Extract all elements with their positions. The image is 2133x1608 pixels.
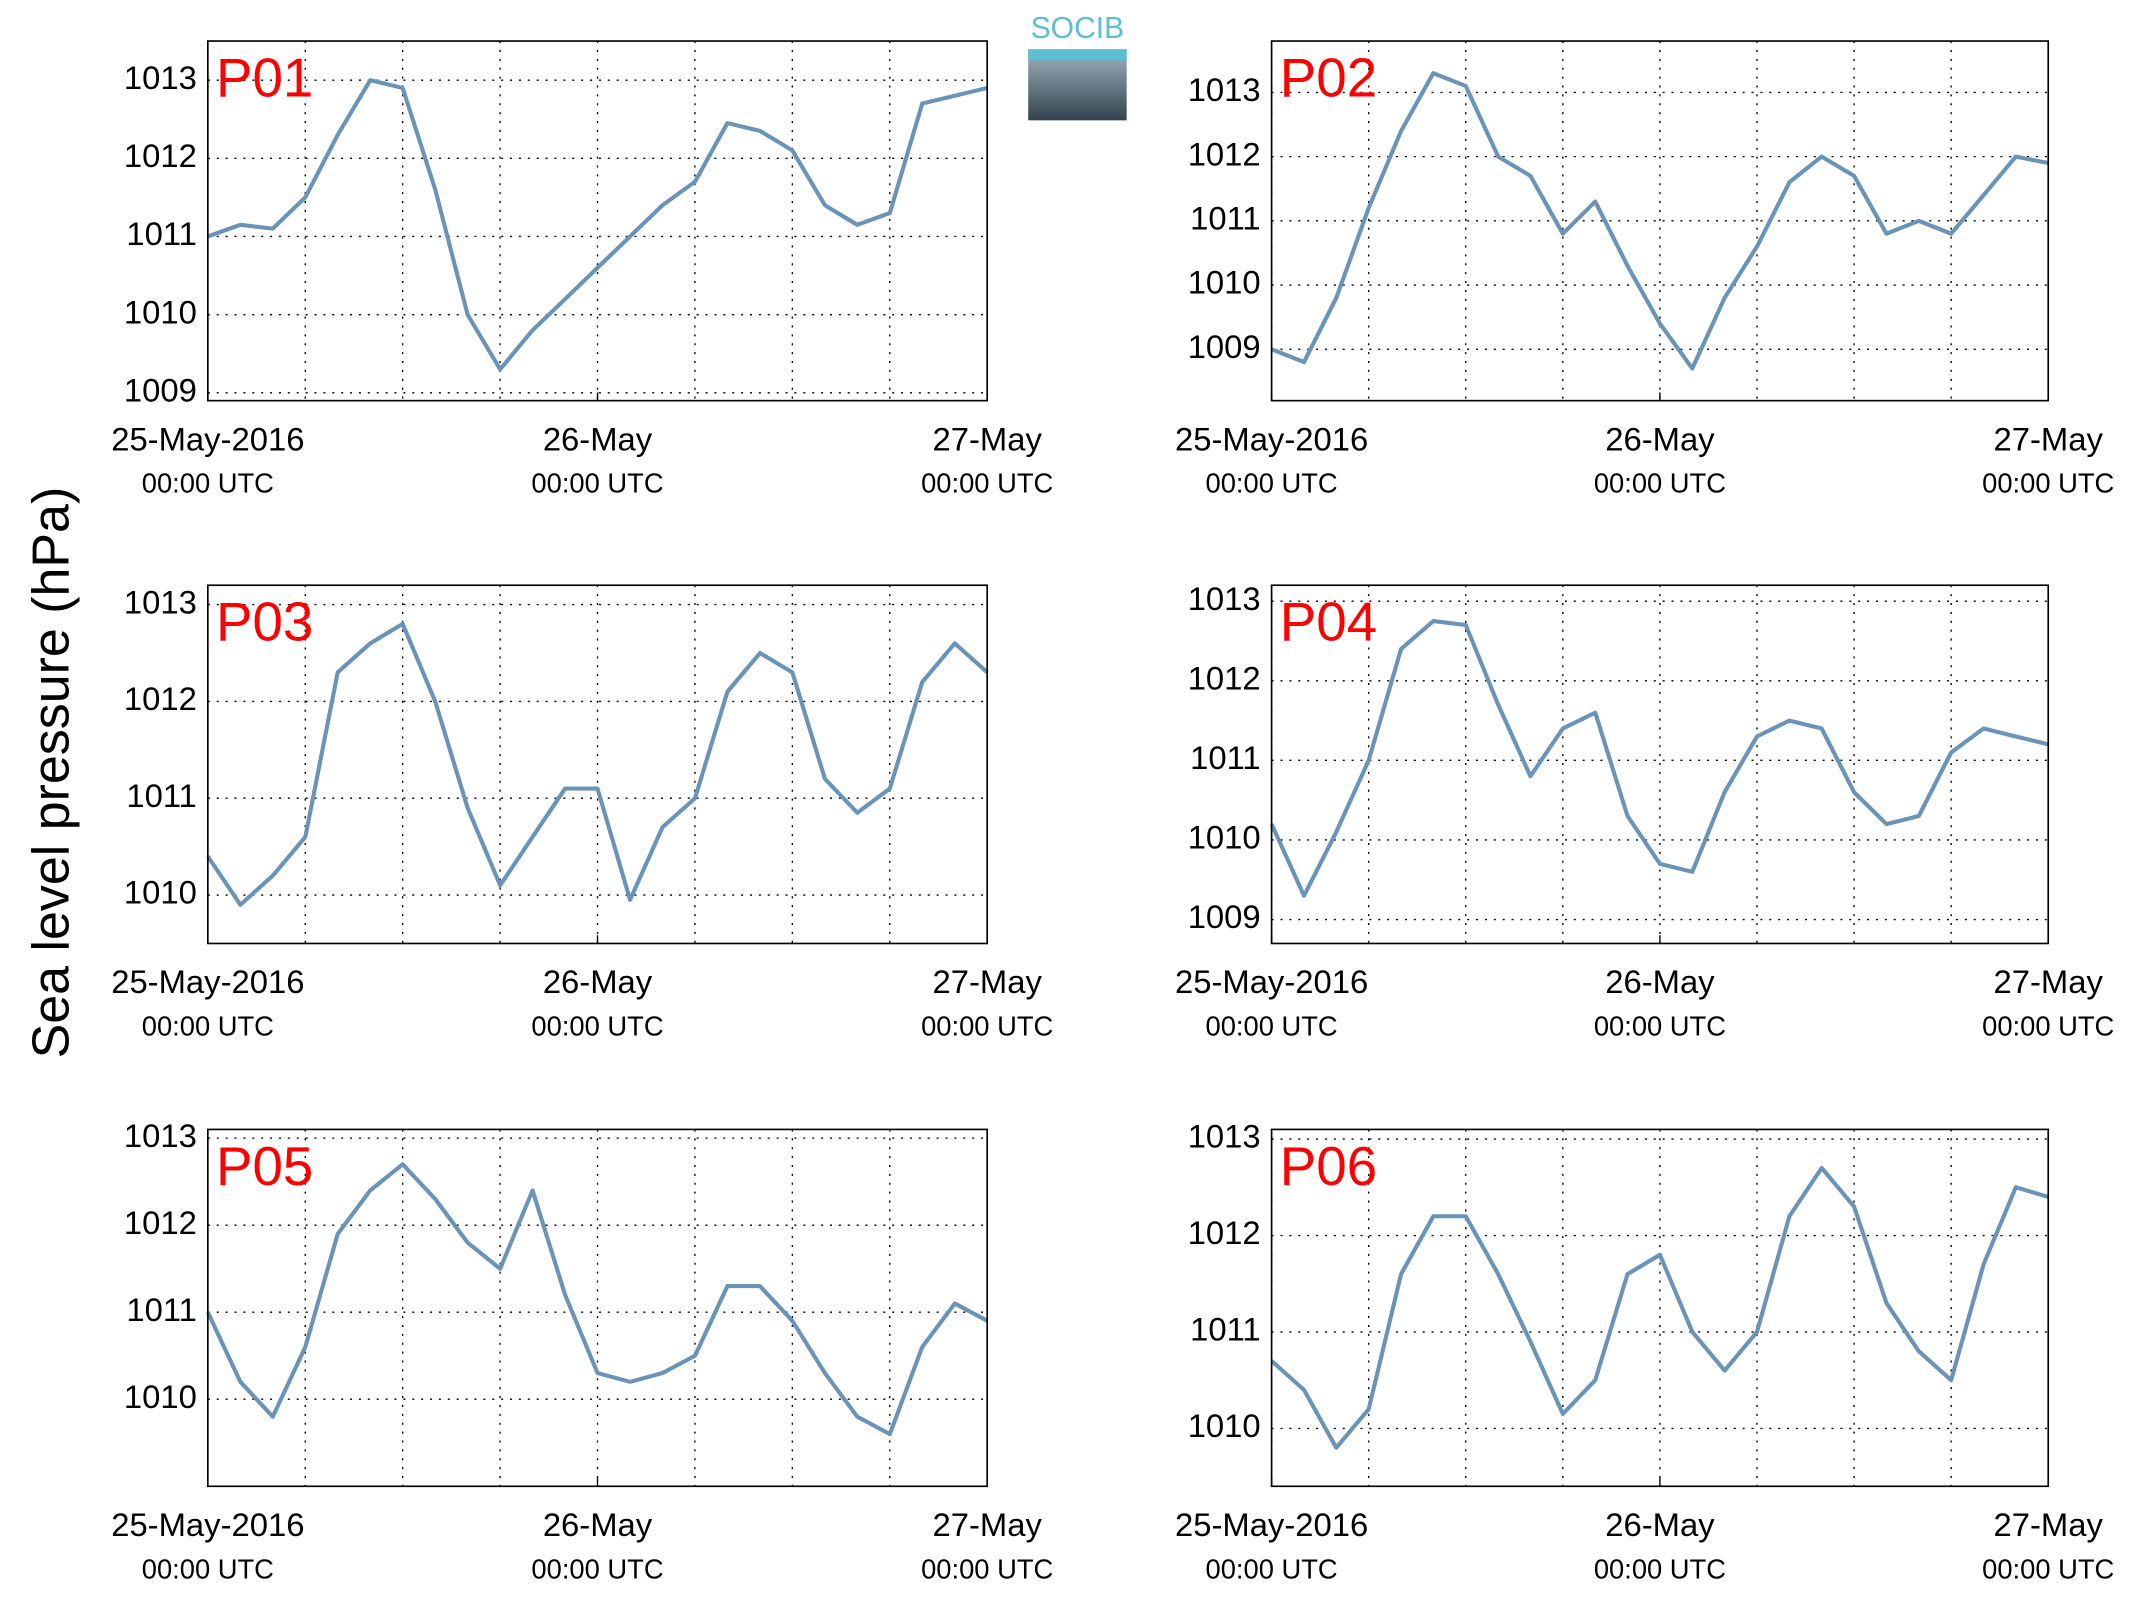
y-tick-label: 1009 [124, 371, 197, 408]
logo-band [1028, 49, 1127, 61]
x-tick-label: 26-May [543, 963, 653, 1000]
plot-frame [1270, 584, 2050, 945]
y-tick-label: 1012 [124, 680, 197, 717]
x-tick-sublabel: 00:00 UTC [1594, 1553, 1726, 1584]
y-tick-label: 1010 [1188, 1407, 1261, 1444]
x-tick-sublabel: 00:00 UTC [531, 1010, 663, 1041]
plot-frame [207, 40, 989, 402]
x-tick-sublabel: 00:00 UTC [1206, 1553, 1338, 1584]
plot-frame [207, 584, 989, 945]
y-tick-label: 1011 [126, 215, 197, 252]
y-tick-label: 1013 [124, 59, 197, 96]
x-tick-label: 25-May-2016 [111, 420, 304, 457]
y-tick-label: 1013 [124, 583, 197, 620]
y-tick-label: 1013 [1188, 580, 1261, 617]
y-tick-label: 1012 [1188, 1214, 1261, 1251]
x-tick-sublabel: 00:00 UTC [1982, 1010, 2114, 1041]
y-tick-label: 1009 [1188, 898, 1261, 935]
panel-title: P05 [216, 1135, 313, 1197]
x-tick-label: 26-May [543, 420, 653, 457]
x-tick-label: 27-May [1994, 420, 2104, 457]
x-tick-sublabel: 00:00 UTC [1206, 1010, 1338, 1041]
x-tick-label: 27-May [933, 963, 1043, 1000]
y-tick-label: 1011 [126, 1291, 197, 1328]
x-tick-label: 27-May [933, 1506, 1043, 1543]
panel-title: P04 [1280, 591, 1377, 653]
panel-title: P01 [216, 47, 313, 109]
x-tick-sublabel: 00:00 UTC [1594, 468, 1726, 499]
plot-frame [207, 1128, 989, 1488]
x-tick-sublabel: 00:00 UTC [1982, 1553, 2114, 1584]
x-tick-label: 25-May-2016 [1175, 1506, 1368, 1543]
x-tick-sublabel: 00:00 UTC [921, 468, 1053, 499]
x-tick-sublabel: 00:00 UTC [921, 1010, 1053, 1041]
y-tick-label: 1010 [124, 874, 197, 911]
x-tick-label: 27-May [1994, 1506, 2104, 1543]
series-line [206, 621, 989, 907]
x-tick-label: 25-May-2016 [1175, 420, 1368, 457]
x-tick-label: 27-May [1994, 963, 2104, 1000]
x-tick-label: 26-May [1605, 420, 1715, 457]
y-tick-label: 1013 [124, 1117, 197, 1154]
y-tick-label: 1010 [1188, 264, 1261, 301]
y-tick-label: 1012 [1188, 135, 1261, 172]
y-tick-label: 1011 [1190, 1311, 1261, 1348]
y-tick-label: 1012 [124, 1204, 197, 1241]
x-tick-sublabel: 00:00 UTC [1594, 1010, 1726, 1041]
x-tick-sublabel: 00:00 UTC [921, 1553, 1053, 1584]
y-axis-label: Sea level pressure (hPa) [22, 487, 80, 1059]
plot-frame [1270, 40, 2050, 402]
x-tick-label: 26-May [543, 1506, 653, 1543]
y-tick-label: 1011 [1190, 200, 1261, 237]
series-line [1270, 71, 2049, 371]
series-line [1269, 619, 2049, 898]
x-tick-sublabel: 00:00 UTC [1206, 468, 1338, 499]
y-tick-label: 1012 [124, 137, 197, 174]
panel-title: P03 [216, 591, 313, 653]
panel-title: P06 [1280, 1135, 1377, 1197]
x-tick-label: 26-May [1605, 1506, 1715, 1543]
plot-frame [1270, 1128, 2050, 1488]
x-tick-label: 26-May [1605, 963, 1715, 1000]
logo: SOCIB [1031, 12, 1125, 45]
y-tick-label: 1009 [1188, 328, 1261, 365]
x-tick-sublabel: 00:00 UTC [1982, 468, 2114, 499]
y-tick-label: 1010 [124, 1378, 197, 1415]
y-tick-label: 1012 [1188, 659, 1261, 696]
panel-title: P02 [1280, 47, 1377, 109]
y-tick-label: 1011 [126, 777, 197, 814]
x-tick-sublabel: 00:00 UTC [142, 1010, 274, 1041]
series-line [205, 1162, 989, 1437]
series-line [1270, 1165, 2049, 1450]
y-tick-label: 1010 [1188, 819, 1261, 856]
logo-block [1028, 49, 1127, 121]
y-tick-label: 1011 [1190, 739, 1261, 776]
x-tick-sublabel: 00:00 UTC [531, 1553, 663, 1584]
series-line [207, 78, 988, 372]
x-tick-sublabel: 00:00 UTC [142, 468, 274, 499]
x-tick-label: 25-May-2016 [111, 963, 304, 1000]
y-tick-label: 1010 [124, 293, 197, 330]
x-tick-label: 25-May-2016 [1175, 963, 1368, 1000]
x-tick-sublabel: 00:00 UTC [531, 468, 663, 499]
x-tick-label: 25-May-2016 [111, 1506, 304, 1543]
y-tick-label: 1013 [1188, 71, 1261, 108]
x-tick-sublabel: 00:00 UTC [142, 1553, 274, 1584]
y-tick-label: 1013 [1188, 1118, 1261, 1155]
x-tick-label: 27-May [933, 420, 1043, 457]
